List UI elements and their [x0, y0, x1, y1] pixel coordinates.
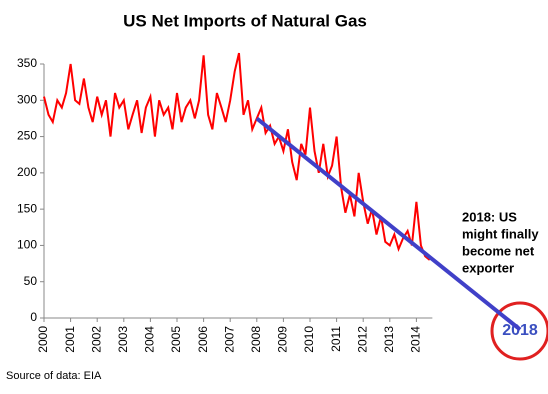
trend-line	[255, 116, 522, 332]
circled-year: 2018	[502, 322, 538, 339]
x-tick-label: 2013	[382, 326, 396, 353]
annotation-line: exporter	[462, 260, 514, 275]
x-tick-label: 2004	[143, 326, 157, 353]
x-tick-label: 2010	[302, 326, 316, 353]
annotation-line: might finally	[462, 226, 539, 241]
x-tick-label: 2012	[355, 326, 369, 353]
annotation-line: 2018: US	[462, 209, 517, 224]
data-line	[43, 52, 431, 261]
x-tick-label: 2009	[276, 326, 290, 353]
y-tick-label: 150	[17, 201, 37, 215]
x-tick-label: 2008	[249, 326, 263, 353]
annotation-line: become net	[462, 243, 535, 258]
x-tick-label: 2003	[116, 326, 130, 353]
x-tick-label: 2005	[169, 326, 183, 353]
y-tick-label: 100	[17, 238, 37, 252]
x-tick-label: 2007	[222, 326, 236, 353]
x-tick-label: 2014	[409, 326, 423, 353]
x-tick-label: 2001	[63, 326, 77, 353]
y-tick-label: 250	[17, 129, 37, 143]
x-tick-label: 2002	[89, 326, 103, 353]
y-tick-label: 350	[17, 56, 37, 70]
y-tick-label: 0	[30, 310, 37, 324]
y-tick-label: 50	[24, 274, 38, 288]
highlight-circle	[490, 301, 548, 361]
y-tick-label: 200	[17, 165, 37, 179]
source-note: Source of data: EIA	[6, 370, 102, 382]
y-tick-label: 300	[17, 92, 37, 106]
x-tick-label: 2006	[196, 326, 210, 353]
chart-title: US Net Imports of Natural Gas	[123, 11, 367, 30]
x-tick-label: 2000	[36, 326, 50, 353]
x-tick-label: 2011	[329, 326, 343, 352]
